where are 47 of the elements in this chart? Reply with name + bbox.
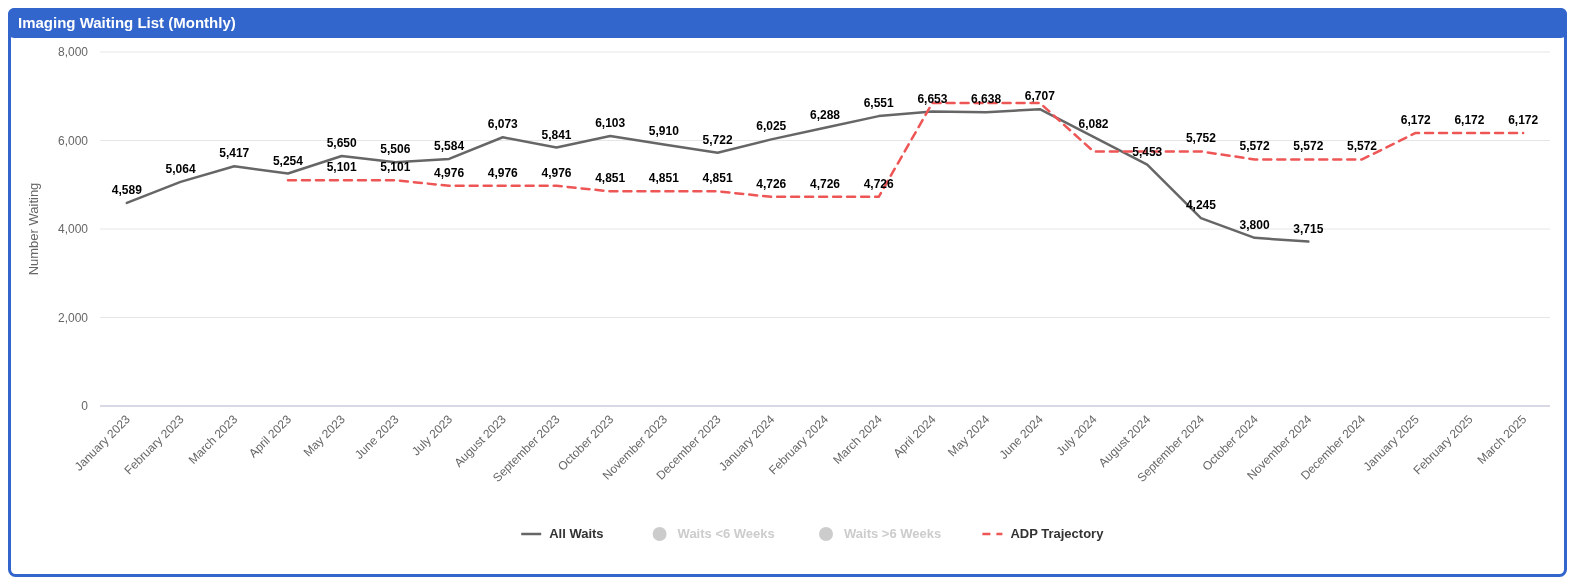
data-label: 5,572	[1347, 139, 1378, 154]
legend-label: All Waits	[549, 526, 604, 541]
data-label: 4,726	[809, 176, 841, 191]
data-label: 5,254	[272, 153, 304, 168]
data-label: 5,417	[219, 146, 250, 161]
y-tick-label: 0	[81, 399, 89, 413]
data-label: 4,976	[487, 165, 519, 180]
data-label: 4,976	[541, 165, 572, 180]
data-label: 5,064	[165, 161, 196, 176]
legend-label: ADP Trajectory	[1010, 526, 1105, 541]
data-label: 5,572	[1293, 139, 1324, 154]
data-label: 5,841	[541, 127, 572, 142]
data-label: 4,851	[595, 171, 626, 186]
y-tick-label: 8,000	[57, 45, 89, 59]
data-label: 6,172	[1400, 112, 1432, 127]
data-label: 3,800	[1239, 217, 1270, 232]
chart-title: Imaging Waiting List (Monthly)	[18, 14, 236, 31]
data-label: 6,551	[863, 96, 895, 111]
data-label: 4,245	[1185, 198, 1217, 213]
data-label: 5,910	[648, 124, 680, 139]
data-label: 4,851	[648, 171, 680, 186]
y-tick-label: 6,000	[57, 133, 89, 148]
y-tick-label: 4,000	[57, 222, 89, 236]
data-label: 5,650	[326, 135, 358, 150]
data-label: 6,073	[487, 117, 519, 132]
data-label: 5,572	[1239, 139, 1270, 154]
data-label: 3,715	[1293, 221, 1324, 236]
data-label: 6,653	[917, 91, 948, 106]
data-label: 6,288	[809, 107, 841, 122]
data-label: 5,101	[380, 160, 411, 175]
y-tick-label: 2,000	[57, 310, 89, 325]
data-label: 5,584	[434, 138, 465, 153]
data-label: 6,172	[1454, 112, 1485, 127]
data-label: 4,976	[434, 165, 465, 180]
data-label: 6,172	[1508, 112, 1539, 127]
data-label: 6,025	[756, 119, 787, 134]
data-label: 6,707	[1024, 89, 1056, 104]
data-label: 6,082	[1078, 116, 1109, 131]
data-label: 5,506	[380, 142, 411, 157]
data-label: 4,726	[756, 176, 787, 191]
data-label: 5,722	[702, 132, 733, 147]
data-label: 5,752	[1185, 131, 1217, 146]
data-label: 6,103	[595, 115, 626, 130]
data-label: 5,101	[326, 160, 358, 175]
y-axis-title: Number Waiting	[26, 182, 41, 276]
data-label: 4,851	[702, 171, 733, 186]
data-label: 4,589	[111, 182, 143, 197]
